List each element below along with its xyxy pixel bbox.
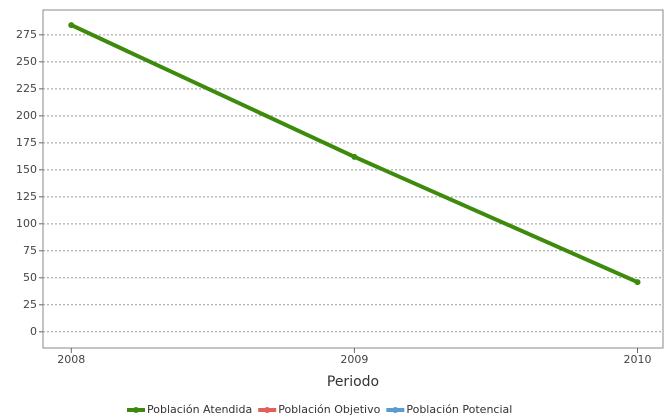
y-tick-label: 0 (30, 325, 37, 338)
series-line (70, 23, 639, 284)
x-axis-label: Periodo (327, 374, 379, 390)
y-tick-label: 150 (16, 163, 37, 176)
legend-label: Población Atendida (147, 403, 252, 416)
data-point (68, 22, 75, 29)
y-tick-label: 250 (16, 55, 37, 68)
x-tick-label: 2008 (57, 353, 85, 366)
y-tick-label: 25 (23, 298, 37, 311)
y-tick-label: 50 (23, 271, 37, 284)
y-tick-label: 200 (16, 109, 37, 122)
legend-label: Población Objetivo (278, 403, 380, 416)
legend-marker (264, 407, 271, 413)
y-tick-label: 75 (23, 244, 37, 257)
y-tick-label: 225 (16, 82, 37, 95)
y-tick-label: 275 (16, 28, 37, 41)
data-point (351, 153, 358, 160)
y-tick-label: 175 (16, 136, 37, 149)
x-tick-label: 2010 (624, 353, 652, 366)
y-tick-label: 125 (16, 190, 37, 203)
legend-marker (392, 407, 399, 413)
legend-label: Población Potencial (406, 403, 512, 416)
data-point (634, 279, 641, 286)
x-tick-label: 2009 (340, 353, 368, 366)
legend-marker (133, 407, 139, 413)
y-tick-label: 100 (16, 217, 37, 230)
plot-frame (42, 9, 664, 349)
